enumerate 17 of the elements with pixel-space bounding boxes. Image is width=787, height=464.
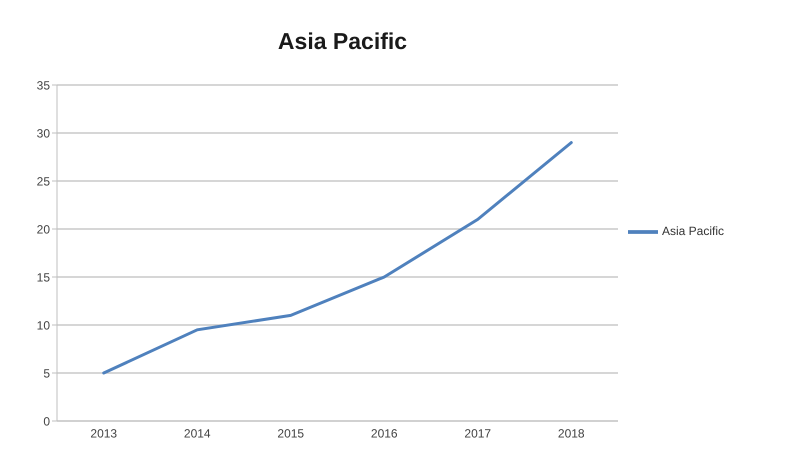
chart-title: Asia Pacific	[276, 28, 408, 55]
x-tick-label: 2016	[370, 426, 398, 441]
x-tick-label: 2018	[558, 426, 585, 441]
y-tick-label: 35	[36, 78, 50, 92]
y-tick-label: 15	[36, 270, 50, 284]
y-tick-label: 0	[43, 414, 50, 428]
line-series	[102, 141, 573, 374]
y-tick-label: 5	[43, 366, 50, 380]
x-tick-label: 2013	[90, 426, 118, 441]
legend-label: Asia Pacific	[662, 224, 724, 238]
x-tick-label: 2015	[277, 426, 304, 441]
y-tick-label: 20	[36, 222, 50, 236]
y-tick-label: 10	[36, 318, 50, 332]
x-tick-label: 2017	[464, 426, 492, 441]
y-tick-label: 30	[36, 126, 50, 140]
y-tick-label: 25	[36, 174, 50, 188]
x-tick-label: 2014	[184, 426, 211, 441]
